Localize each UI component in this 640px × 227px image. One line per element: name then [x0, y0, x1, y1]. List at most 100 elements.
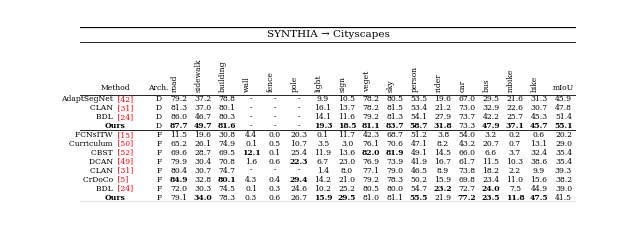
Text: -: - [274, 95, 276, 103]
Text: 4.4: 4.4 [245, 131, 257, 139]
Text: bus: bus [483, 79, 491, 92]
Text: 54.1: 54.1 [410, 113, 428, 121]
Text: 73.3: 73.3 [458, 122, 476, 130]
Text: bike: bike [531, 76, 539, 92]
Text: D: D [156, 122, 162, 130]
Text: 78.2: 78.2 [362, 95, 380, 103]
Text: 76.9: 76.9 [362, 158, 380, 166]
Text: 15.6: 15.6 [531, 176, 547, 184]
Text: -: - [274, 113, 276, 121]
Text: 38.6: 38.6 [531, 158, 548, 166]
Text: car: car [459, 80, 467, 92]
Text: 76.1: 76.1 [362, 140, 380, 148]
Text: 34.0: 34.0 [194, 194, 212, 202]
Text: 32.4: 32.4 [531, 149, 548, 157]
Text: 14.5: 14.5 [435, 149, 451, 157]
Text: 16.1: 16.1 [314, 104, 332, 112]
Text: 77.2: 77.2 [458, 194, 476, 202]
Text: D: D [156, 95, 162, 103]
Text: 9.9: 9.9 [317, 95, 329, 103]
Text: 24.0: 24.0 [482, 185, 500, 192]
Text: -: - [250, 122, 252, 130]
Text: 45.7: 45.7 [530, 122, 548, 130]
Text: 6.7: 6.7 [317, 158, 329, 166]
Text: 0.5: 0.5 [269, 140, 281, 148]
Text: 80.1: 80.1 [218, 176, 236, 184]
Text: person: person [411, 66, 419, 92]
Text: 23.5: 23.5 [482, 194, 500, 202]
Text: 79.2: 79.2 [171, 95, 188, 103]
Text: 78.8: 78.8 [219, 95, 236, 103]
Text: -: - [298, 95, 300, 103]
Text: 30.8: 30.8 [218, 131, 236, 139]
Text: 73.7: 73.7 [458, 113, 476, 121]
Text: 3.7: 3.7 [509, 149, 521, 157]
Text: 79.0: 79.0 [387, 167, 403, 175]
Text: 21.2: 21.2 [435, 104, 451, 112]
Text: 20.7: 20.7 [483, 140, 499, 148]
Text: 45.9: 45.9 [555, 95, 572, 103]
Text: 78.3: 78.3 [387, 176, 404, 184]
Text: -: - [274, 167, 276, 175]
Text: 81.3: 81.3 [387, 113, 404, 121]
Text: 21.9: 21.9 [435, 194, 451, 202]
Text: 9.9: 9.9 [533, 167, 545, 175]
Text: 0.7: 0.7 [509, 140, 521, 148]
Text: 49.7: 49.7 [194, 122, 212, 130]
Text: 15.9: 15.9 [314, 194, 332, 202]
Text: -: - [250, 113, 252, 121]
Text: -: - [274, 104, 276, 112]
Text: 73.0: 73.0 [458, 104, 476, 112]
Text: -: - [274, 122, 276, 130]
Text: 80.0: 80.0 [387, 185, 403, 192]
Text: 2.2: 2.2 [509, 167, 521, 175]
Text: 1.4: 1.4 [317, 167, 329, 175]
Text: 0.1: 0.1 [245, 140, 257, 148]
Text: 23.2: 23.2 [434, 185, 452, 192]
Text: 37.0: 37.0 [195, 104, 212, 112]
Text: 46.7: 46.7 [195, 113, 212, 121]
Text: rider: rider [435, 74, 443, 92]
Text: 68.7: 68.7 [387, 131, 403, 139]
Text: F: F [156, 176, 161, 184]
Text: 26.7: 26.7 [291, 194, 308, 202]
Text: AdaptSegNet: AdaptSegNet [61, 95, 115, 103]
Text: 80.3: 80.3 [218, 113, 236, 121]
Text: 10.5: 10.5 [339, 95, 356, 103]
Text: 79.1: 79.1 [171, 194, 188, 202]
Text: 66.0: 66.0 [458, 149, 476, 157]
Text: sky: sky [387, 80, 395, 92]
Text: 28.7: 28.7 [195, 149, 212, 157]
Text: 37.2: 37.2 [195, 95, 212, 103]
Text: F: F [156, 131, 161, 139]
Text: 69.6: 69.6 [171, 149, 188, 157]
Text: BDL: BDL [96, 185, 115, 192]
Text: 30.7: 30.7 [531, 104, 548, 112]
Text: 3.8: 3.8 [437, 131, 449, 139]
Text: 79.9: 79.9 [171, 158, 188, 166]
Text: 0.6: 0.6 [533, 131, 545, 139]
Text: 0.4: 0.4 [269, 176, 281, 184]
Text: 67.0: 67.0 [458, 95, 476, 103]
Text: 74.5: 74.5 [219, 185, 236, 192]
Text: D: D [156, 113, 162, 121]
Text: 24.6: 24.6 [291, 185, 308, 192]
Text: 54.7: 54.7 [410, 185, 428, 192]
Text: 81.9: 81.9 [386, 149, 404, 157]
Text: 12.1: 12.1 [242, 149, 260, 157]
Text: 39.0: 39.0 [555, 185, 572, 192]
Text: [5]: [5] [115, 176, 129, 184]
Text: CLAN: CLAN [90, 167, 115, 175]
Text: 18.5: 18.5 [338, 122, 356, 130]
Text: 41.9: 41.9 [410, 158, 428, 166]
Text: 81.1: 81.1 [362, 122, 380, 130]
Text: 10.3: 10.3 [506, 158, 524, 166]
Text: 61.7: 61.7 [458, 158, 476, 166]
Text: 19.3: 19.3 [314, 122, 332, 130]
Text: F: F [156, 194, 161, 202]
Text: 81.6: 81.6 [218, 122, 236, 130]
Text: Ours: Ours [105, 194, 125, 202]
Text: [24]: [24] [115, 113, 133, 121]
Text: mbike: mbike [507, 69, 515, 92]
Text: 11.8: 11.8 [506, 194, 524, 202]
